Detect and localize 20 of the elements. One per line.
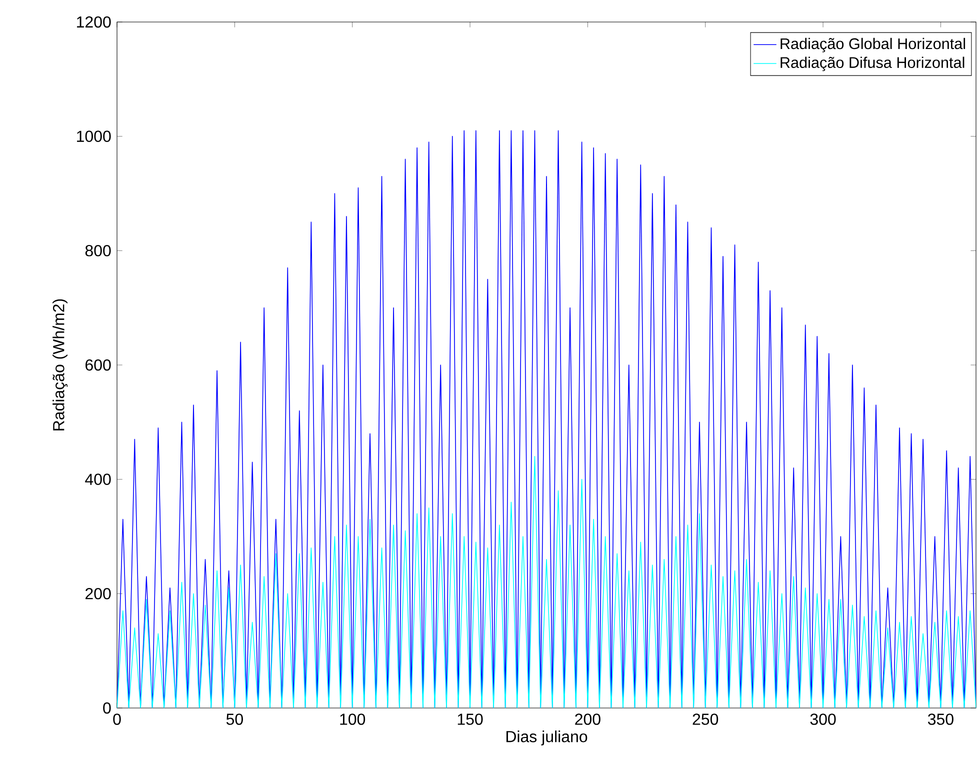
x-tick-label: 350 [928,714,954,725]
y-tick-label: 1000 [77,130,111,142]
y-tick-label: 0 [103,702,111,714]
line-series [117,456,976,708]
legend-label: Radiação Difusa Horizontal [780,56,964,72]
x-tick-label: 250 [692,714,718,725]
x-tick-label: 300 [810,714,836,725]
x-tick-label: 100 [340,714,366,725]
y-axis-title: Radiação (Wh/m2) [52,299,68,430]
y-tick-label: 1200 [77,16,111,28]
y-tick-label: 200 [86,588,111,600]
x-tick-label: 0 [113,714,121,725]
y-tick-label: 800 [85,244,111,256]
x-tick-label: 50 [226,714,243,725]
y-tick-label: 600 [86,359,111,371]
x-axis-title: Dias juliano [506,730,588,746]
x-tick-label: 150 [458,714,483,725]
y-tick-label: 400 [85,474,111,485]
legend-label: Radiação Global Horizontal [780,38,966,52]
x-tick-label: 200 [575,714,600,725]
